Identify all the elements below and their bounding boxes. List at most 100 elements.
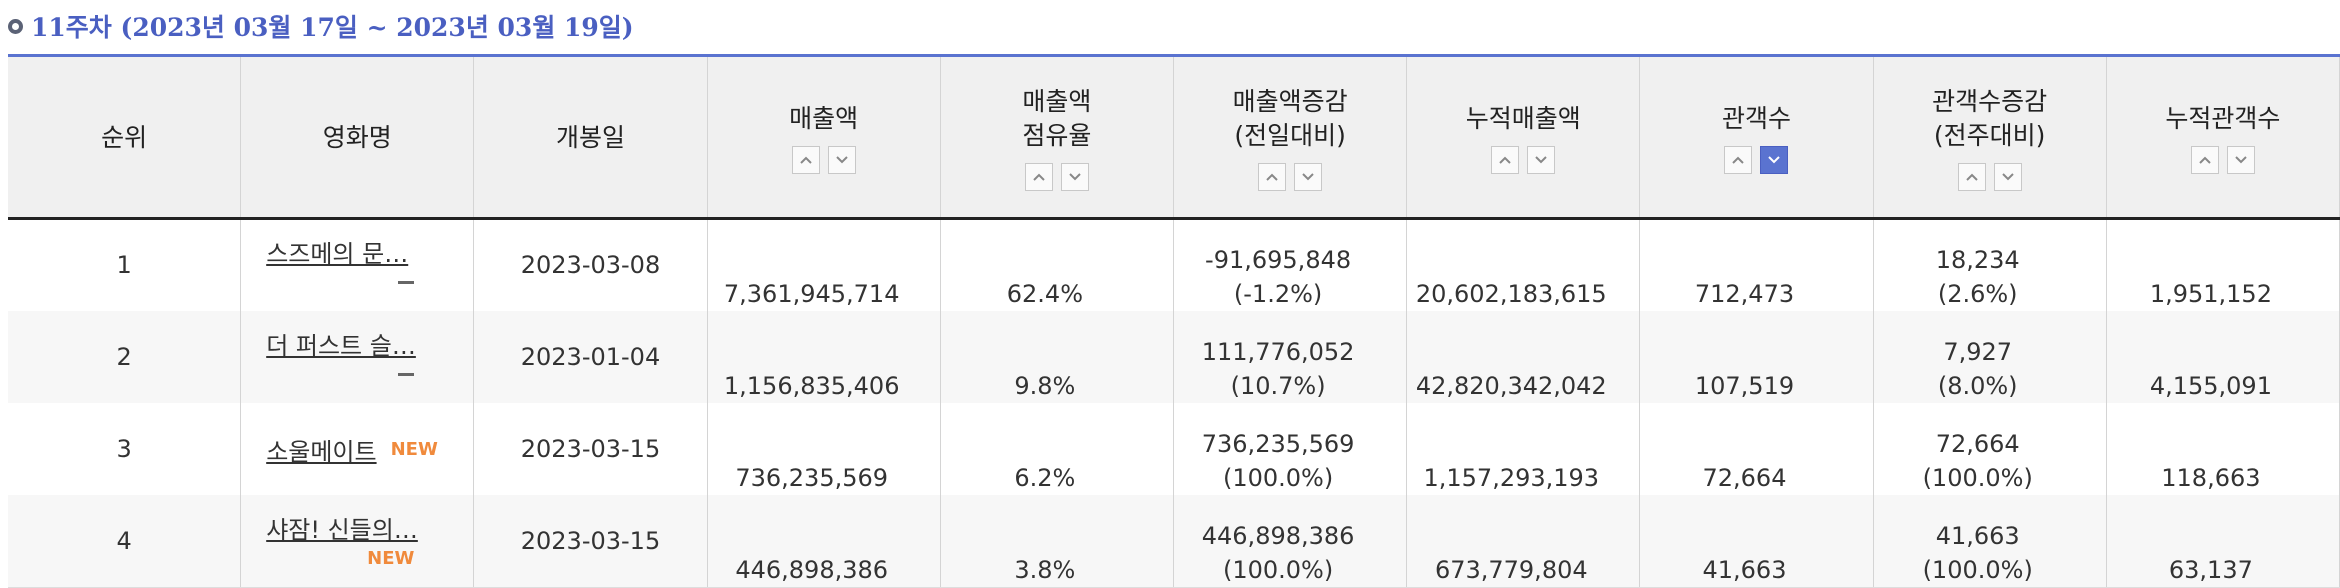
rank-steady-icon	[398, 280, 415, 284]
cell-text: 42,820,342,042	[1415, 372, 1607, 400]
table-cell: 2023-03-15	[474, 495, 708, 587]
table-cell: 2023-03-15	[474, 403, 708, 495]
table-cell: 소울메이트 NEW	[241, 403, 475, 495]
header-cell: 매출액	[707, 57, 941, 219]
sort-buttons	[1491, 146, 1556, 174]
table-cell: 6.2%	[941, 403, 1174, 495]
table-cell: 63,137	[2107, 495, 2340, 587]
header-cell: 영화명	[241, 57, 475, 219]
cell-text: 2023-01-04	[520, 343, 661, 371]
cell-text: 41,663	[1702, 556, 1787, 584]
cell-text: 1,156,835,406	[723, 372, 900, 400]
table-cell: 1,951,152	[2107, 219, 2340, 311]
header-label: 누적관객수	[2165, 104, 2281, 133]
cell-text: 712,473	[1694, 280, 1795, 308]
sort-desc[interactable]	[1294, 163, 1323, 191]
title-text: 11주차 (2023년 03월 17일 ~ 2023년 03월 19일)	[31, 13, 634, 42]
sort-asc[interactable]	[1258, 163, 1287, 191]
movie-title[interactable]: 샤잠! 신들의…	[266, 515, 418, 544]
movie-sub	[266, 360, 415, 388]
header-label: 관객수	[1721, 104, 1791, 133]
table-cell: 1,156,835,406	[708, 311, 941, 403]
table-cell: 673,779,804	[1407, 495, 1641, 587]
sort-buttons	[1258, 163, 1323, 191]
movie-title[interactable]: 스즈메의 문…	[266, 239, 409, 268]
table-cell: 62.4%	[941, 219, 1174, 311]
sort-desc[interactable]	[1760, 146, 1789, 174]
sort-buttons	[1957, 163, 2022, 191]
table-cell: 2	[8, 311, 242, 403]
sort-desc[interactable]	[1527, 146, 1556, 174]
table-cell: 72,664 (100.0%)	[1874, 403, 2107, 495]
sort-asc[interactable]	[791, 146, 820, 174]
cell-text: 3.8%	[1014, 556, 1076, 584]
cell-text: 2	[116, 343, 132, 371]
table-cell: 스즈메의 문…	[241, 219, 475, 311]
sort-desc[interactable]	[1993, 163, 2022, 191]
cell-text: 673,779,804	[1434, 556, 1588, 584]
table-cell: 446,898,386	[708, 495, 941, 587]
table-cell: 41,663 (100.0%)	[1874, 495, 2107, 587]
sort-asc[interactable]	[1957, 163, 1986, 191]
table-cell: 4,155,091	[2107, 311, 2340, 403]
cell-text: 4,155,091	[2149, 372, 2272, 400]
table-cell: -91,695,848 (-1.2%)	[1174, 219, 1408, 311]
movie-title[interactable]: 더 퍼스트 슬…	[266, 331, 416, 360]
table-cell: 446,898,386 (100.0%)	[1174, 495, 1408, 587]
header-label: 순위	[101, 123, 148, 152]
bullet-icon	[8, 18, 23, 34]
table-cell: 72,664	[1640, 403, 1874, 495]
cell-text: 7,361,945,714	[723, 280, 900, 308]
cell-line: 18,234	[1935, 246, 2020, 274]
sort-asc[interactable]	[2190, 146, 2219, 174]
cell-text: 1,157,293,193	[1423, 464, 1600, 492]
section-title: 11주차 (2023년 03월 17일 ~ 2023년 03월 19일)	[8, 6, 634, 46]
header-label: 매출액	[789, 104, 859, 133]
cell-text: 20,602,183,615	[1415, 280, 1607, 308]
cell-line: (10.7%)	[1230, 372, 1326, 400]
cell-text: 72,664	[1702, 464, 1787, 492]
cell-text: 107,519	[1694, 372, 1795, 400]
header-cell: 누적매출액	[1407, 57, 1641, 219]
cell-text: 736,235,569	[735, 464, 889, 492]
table-cell: 샤잠! 신들의… NEW	[241, 495, 475, 587]
sort-desc[interactable]	[827, 146, 856, 174]
movie-line: 더 퍼스트 슬…	[266, 326, 473, 360]
sort-desc[interactable]	[2226, 146, 2255, 174]
movie-title[interactable]: 소울메이트	[266, 437, 377, 466]
cell-line: 41,663	[1935, 522, 2020, 550]
sort-desc[interactable]	[1060, 163, 1089, 191]
cell-line: (-1.2%)	[1233, 280, 1323, 308]
table-cell: 9.8%	[941, 311, 1174, 403]
table-cell: 712,473	[1640, 219, 1874, 311]
sort-asc[interactable]	[1724, 146, 1753, 174]
top-rule	[8, 54, 2340, 57]
cell-line: (2.6%)	[1937, 280, 2018, 308]
cell-text: 1,951,152	[2149, 280, 2272, 308]
movie-line: 샤잠! 신들의…	[266, 510, 473, 544]
movie-line: 스즈메의 문…	[266, 234, 473, 268]
table-cell: 118,663	[2107, 403, 2340, 495]
table-cell: 3	[8, 403, 242, 495]
sort-buttons	[1024, 163, 1089, 191]
table-cell: 더 퍼스트 슬…	[241, 311, 475, 403]
new-badge: NEW	[367, 547, 415, 569]
sort-asc[interactable]	[1491, 146, 1520, 174]
new-badge: NEW	[390, 438, 438, 460]
cell-line: 736,235,569	[1201, 430, 1355, 458]
cell-line: 111,776,052	[1201, 338, 1355, 366]
table-cell: 18,234 (2.6%)	[1874, 219, 2107, 311]
table-row	[8, 311, 2340, 404]
cell-line: 446,898,386	[1201, 522, 1355, 550]
header-cell: 순위	[8, 57, 242, 219]
cell-text: 1	[116, 251, 132, 279]
header-cell: 관객수증감 (전주대비)	[1873, 57, 2107, 219]
table-cell: 1,157,293,193	[1407, 403, 1641, 495]
cell-text: 2023-03-08	[520, 251, 661, 279]
header-cell: 관객수	[1640, 57, 1874, 219]
sort-asc[interactable]	[1024, 163, 1053, 191]
sort-buttons	[2190, 146, 2255, 174]
table-cell: 42,820,342,042	[1407, 311, 1641, 403]
table-cell: 3.8%	[941, 495, 1174, 587]
